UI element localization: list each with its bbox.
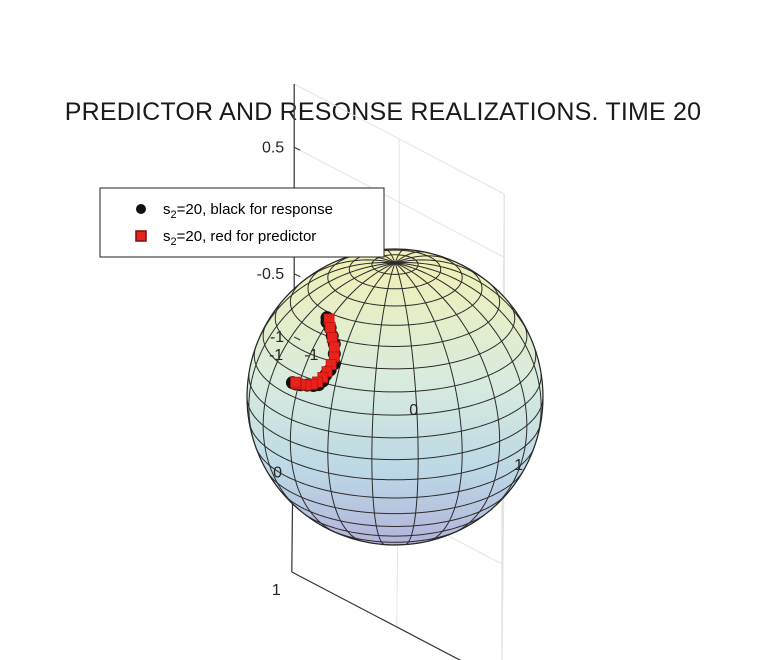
sphere-mesh-line: [394, 262, 542, 448]
z-tick-label: -0.5: [257, 266, 285, 283]
legend-marker-circle: [136, 204, 146, 214]
sphere-mesh-line: [394, 255, 454, 264]
z-tick-label: 0.5: [262, 139, 284, 156]
predictor-point: [324, 322, 336, 333]
x-axis-line: [291, 571, 462, 660]
sphere-mesh-line: [255, 262, 396, 347]
scatter-points: [285, 311, 341, 393]
sphere-mesh-line: [248, 372, 542, 439]
sphere-surface: [246, 248, 544, 546]
grid-line: [293, 146, 505, 258]
predictor-point: [326, 332, 338, 344]
legend-box: [99, 187, 385, 258]
predictor-point: [290, 376, 301, 388]
sphere-mesh-line: [262, 262, 396, 511]
sphere-mesh-line: [299, 259, 396, 284]
sphere-mesh-line: [394, 248, 405, 264]
z-tick-label: -1: [270, 329, 284, 346]
y-tick-label: 0: [409, 402, 418, 419]
z-tick-mark: [293, 273, 301, 278]
sphere-mesh-line: [394, 262, 501, 534]
sphere-mesh-line: [394, 251, 427, 264]
x-tick-label: 0: [273, 465, 282, 482]
sphere-mesh-line: [371, 262, 396, 546]
sphere-mesh-line: [394, 262, 463, 543]
sphere-mesh-line: [248, 262, 396, 448]
x-tick-label: -1: [269, 347, 283, 364]
sphere-mesh-line: [262, 323, 528, 393]
sphere-mesh-line: [394, 262, 528, 511]
legend-label: s2=20, black for response: [163, 201, 333, 221]
y-tick-label: -1: [304, 347, 318, 364]
legend: s2=20, black for response s2=20, red for …: [99, 187, 385, 258]
y-tick-label: 1: [514, 457, 523, 474]
sphere-mesh-line: [394, 259, 491, 284]
legend-marker-square: [135, 230, 147, 242]
sphere-mesh-line: [327, 262, 396, 543]
z-tick-mark: [293, 146, 301, 151]
sphere-mesh-line: [267, 472, 523, 515]
x-tick-label: 1: [272, 582, 281, 599]
z-tick-mark: [293, 336, 301, 341]
predictor-point: [328, 341, 340, 353]
sphere-mesh-line: [289, 262, 396, 534]
grid-line: [293, 83, 505, 195]
sphere-mesh-line: [385, 248, 396, 264]
sphere-mesh-line: [394, 262, 419, 546]
chart-title: PREDICTOR AND RESONSE REALIZATIONS. TIME…: [64, 98, 702, 126]
sphere-mesh-line: [394, 262, 535, 347]
legend-label: s2=20, red for predictor: [163, 228, 316, 248]
sphere-mesh-line: [366, 541, 424, 546]
